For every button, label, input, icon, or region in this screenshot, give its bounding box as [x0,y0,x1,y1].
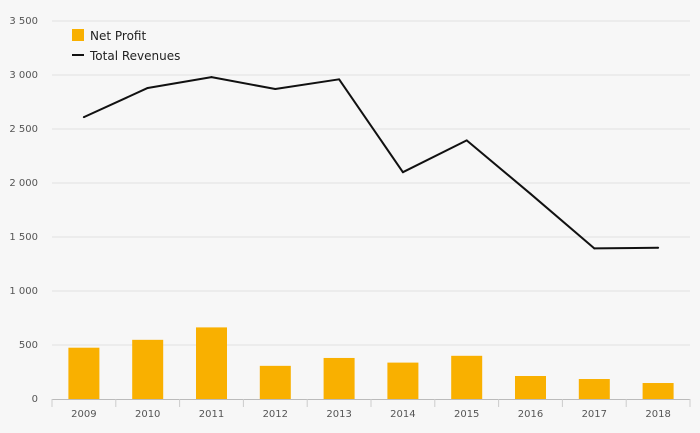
point-total-revenues-2018 [657,246,660,249]
bar-net-profit-2011 [196,327,227,399]
grid-lines [52,20,690,346]
legend: Net Profit Total Revenues [72,29,180,63]
y-axis-ticks: 0 500 1 000 1 500 2 000 2 500 3 000 3 500 [9,16,38,405]
x-axis: 2009 2010 2011 2012 2013 2014 2015 2016 2017 2018 [51,399,691,420]
point-total-revenues-2012 [274,88,277,91]
point-total-revenues-2015 [465,139,468,142]
y-tick-label: 3 500 [9,16,38,27]
y-tick-label: 3 000 [9,70,38,81]
legend-label-net-profit: Net Profit [90,29,146,43]
point-total-revenues-2010 [146,86,149,89]
x-tick-label: 2015 [454,409,479,420]
x-tick-label: 2011 [199,409,224,420]
point-total-revenues-2017 [593,247,596,250]
x-tick-label: 2012 [263,409,288,420]
x-tick-label: 2009 [71,409,96,420]
bar-net-profit-2015 [451,355,483,399]
bar-net-profit-2016 [515,375,546,399]
line-total-revenues [83,76,659,250]
bar-net-profit-2017 [578,379,610,399]
x-tick-label: 2014 [390,409,415,420]
legend-swatch-net-profit [72,29,84,41]
bar-net-profit-2009 [68,347,100,399]
y-tick-label: 500 [19,340,38,351]
point-total-revenues-2011 [210,76,213,79]
y-tick-label: 2 000 [9,178,38,189]
bar-net-profit-2018 [642,383,674,399]
y-tick-label: 1 500 [9,232,38,243]
x-tick-label: 2018 [645,409,670,420]
net-profit-bars [68,327,674,399]
point-total-revenues-2014 [401,171,404,174]
bar-net-profit-2010 [132,339,164,399]
point-total-revenues-2009 [82,116,85,119]
point-total-revenues-2016 [529,192,532,195]
total-revenues-line [82,76,660,250]
bar-net-profit-2013 [323,357,355,399]
x-tick-label: 2010 [135,409,160,420]
bar-net-profit-2012 [259,365,291,399]
y-tick-label: 1 000 [9,286,38,297]
y-tick-label: 0 [32,394,38,405]
point-total-revenues-2013 [338,78,341,81]
x-tick-label: 2017 [582,409,607,420]
x-tick-label: 2016 [518,409,543,420]
y-tick-label: 2 500 [9,124,38,135]
x-tick-label: 2013 [326,409,351,420]
bar-net-profit-2014 [387,362,419,399]
legend-label-total-revenues: Total Revenues [89,49,180,63]
